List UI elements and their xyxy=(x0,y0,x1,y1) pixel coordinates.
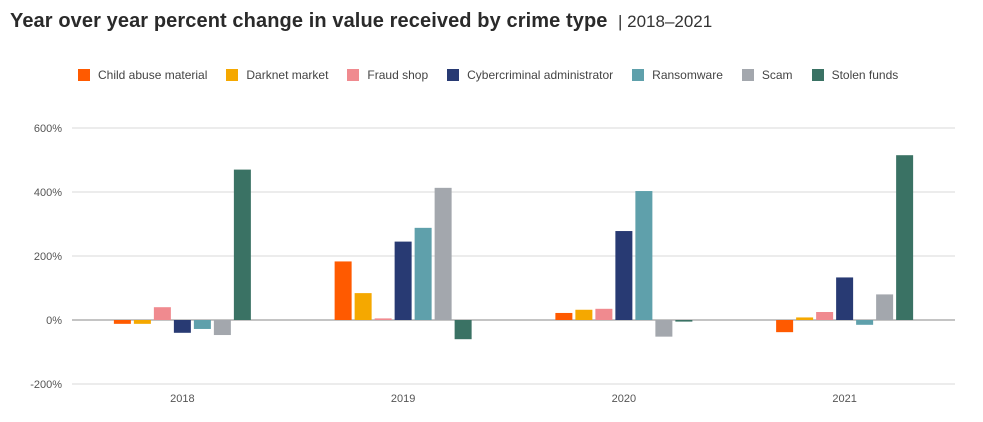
bar-fraud-shop-2019 xyxy=(374,318,392,320)
chart-title: Year over year percent change in value r… xyxy=(10,10,608,32)
bar-scam-2019 xyxy=(434,187,452,320)
legend-label: Child abuse material xyxy=(98,68,208,82)
bar-cybercriminal-administrator-2021 xyxy=(836,277,854,320)
legend-swatch xyxy=(741,69,754,81)
bar-fraud-shop-2020 xyxy=(595,308,613,320)
y-tick-label: 400% xyxy=(34,187,62,199)
legend-swatch xyxy=(226,69,239,81)
bar-scam-2021 xyxy=(876,294,894,320)
y-tick-label: 0% xyxy=(46,315,62,327)
legend-item-ransomware: Ransomware xyxy=(632,68,723,82)
legend-label: Scam xyxy=(761,68,793,82)
bar-darknet-market-2018 xyxy=(133,320,151,324)
bar-cybercriminal-administrator-2018 xyxy=(173,320,191,333)
legend-label: Cybercriminal administrator xyxy=(467,68,614,82)
bar-scam-2020 xyxy=(655,320,673,337)
legend-swatch xyxy=(811,69,824,81)
bar-fraud-shop-2018 xyxy=(153,307,171,320)
legend-label: Ransomware xyxy=(652,68,723,82)
bar-darknet-market-2020 xyxy=(575,309,593,320)
legend-swatch xyxy=(447,69,460,81)
bar-child-abuse-material-2018 xyxy=(113,320,131,324)
legend-item-darknet-market: Darknet market xyxy=(226,68,328,82)
bar-ransomware-2021 xyxy=(856,320,874,325)
x-tick-label: 2020 xyxy=(612,393,636,405)
y-tick-label: 600% xyxy=(34,123,62,135)
legend-item-fraud-shop: Fraud shop xyxy=(347,68,428,82)
bar-cybercriminal-administrator-2019 xyxy=(394,241,412,320)
legend-swatch xyxy=(347,69,360,81)
legend-item-cybercriminal-administrator: Cybercriminal administrator xyxy=(447,68,613,82)
bar-ransomware-2019 xyxy=(414,227,432,320)
bar-stolen-funds-2021 xyxy=(896,155,914,320)
bar-stolen-funds-2020 xyxy=(675,320,693,322)
bar-child-abuse-material-2019 xyxy=(334,261,352,320)
legend-swatch xyxy=(632,69,645,81)
bar-darknet-market-2021 xyxy=(796,317,814,320)
bar-fraud-shop-2021 xyxy=(816,312,834,320)
legend-item-child-abuse-material: Child abuse material xyxy=(78,68,207,82)
title-separator: | xyxy=(617,12,623,31)
legend-item-scam: Scam xyxy=(741,68,793,82)
bar-stolen-funds-2019 xyxy=(454,320,472,340)
bar-ransomware-2018 xyxy=(193,320,211,329)
legend-item-stolen-funds: Stolen funds xyxy=(811,68,899,82)
bar-child-abuse-material-2021 xyxy=(776,320,794,333)
legend-swatch xyxy=(78,69,90,81)
chart-subtitle-group: | 2018–2021 xyxy=(618,12,712,31)
legend-label: Stolen funds xyxy=(831,68,899,82)
legend-label: Darknet market xyxy=(246,68,329,82)
legend-label: Fraud shop xyxy=(367,68,429,82)
bar-darknet-market-2019 xyxy=(354,293,372,320)
x-tick-label: 2021 xyxy=(832,393,856,405)
bar-ransomware-2020 xyxy=(635,191,653,320)
y-tick-label: 200% xyxy=(34,251,62,263)
bar-cybercriminal-administrator-2020 xyxy=(615,231,633,320)
x-tick-label: 2018 xyxy=(170,393,194,405)
bar-scam-2018 xyxy=(213,320,231,336)
chart-legend: Child abuse material Darknet market Fraud … xyxy=(78,68,898,82)
chart-subtitle: 2018–2021 xyxy=(627,12,713,31)
bar-stolen-funds-2018 xyxy=(233,169,251,320)
chart-title-row: Year over year percent change in value r… xyxy=(10,10,712,33)
bar-child-abuse-material-2020 xyxy=(555,312,573,320)
y-tick-label: -200% xyxy=(30,379,62,391)
x-tick-label: 2019 xyxy=(391,393,415,405)
